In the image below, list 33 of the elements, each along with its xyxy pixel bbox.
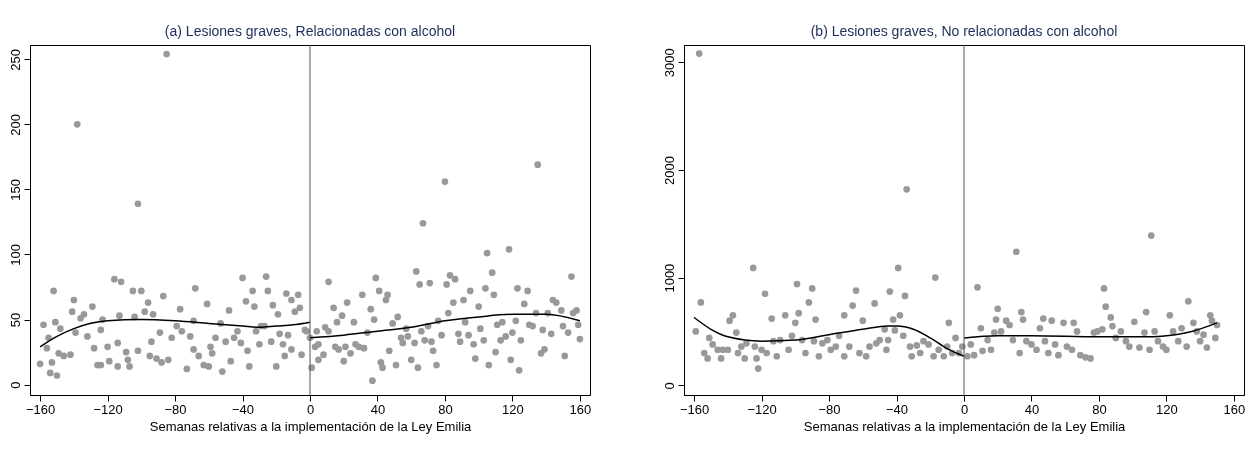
y-tick-label: 150 xyxy=(7,179,23,201)
y-tick-label: 50 xyxy=(7,312,23,328)
y-tick-label: 0 xyxy=(7,381,23,389)
line-series xyxy=(39,318,311,348)
y-tick-label: 100 xyxy=(7,244,23,266)
y-tick-label: 1000 xyxy=(661,263,677,293)
chart-title: (b) Lesiones graves, No relacionadas con alcohol xyxy=(810,22,1118,39)
x-tick-label: −40 xyxy=(886,401,909,417)
x-tick-label: 40 xyxy=(1024,401,1040,417)
y-tick-label: 3000 xyxy=(661,48,677,78)
x-tick-label: −80 xyxy=(818,401,841,417)
x-axis-title: Semanas relativas a la implementación de la Ley Emilia xyxy=(149,418,473,434)
x-tick-label: −80 xyxy=(164,401,187,417)
x-tick-label: 0 xyxy=(960,401,969,417)
x-tick-label: −120 xyxy=(747,401,777,417)
x-tick-label: −120 xyxy=(93,401,123,417)
y-tick-label: 0 xyxy=(661,382,677,390)
x-tick-label: 160 xyxy=(1223,401,1246,417)
x-tick-label: 0 xyxy=(306,401,315,417)
x-tick-label: 160 xyxy=(569,401,592,417)
y-tick-label: 250 xyxy=(7,48,23,71)
chart-title: (a) Lesiones graves, Relacionadas con alcohol xyxy=(164,22,456,39)
x-tick-label: −40 xyxy=(232,401,255,417)
x-tick-label: 120 xyxy=(502,401,524,417)
x-tick-label: 40 xyxy=(370,401,386,417)
x-tick-label: 80 xyxy=(1092,401,1107,417)
x-tick-label: −160 xyxy=(25,401,56,417)
x-tick-label: 120 xyxy=(1156,401,1178,417)
x-tick-label: 80 xyxy=(438,401,453,417)
x-tick-label: −160 xyxy=(679,401,710,417)
y-tick-label: 2000 xyxy=(661,155,677,185)
x-axis-title: Semanas relativas a la implementación de la Ley Emilia xyxy=(803,418,1127,434)
y-tick-label: 200 xyxy=(7,114,23,136)
